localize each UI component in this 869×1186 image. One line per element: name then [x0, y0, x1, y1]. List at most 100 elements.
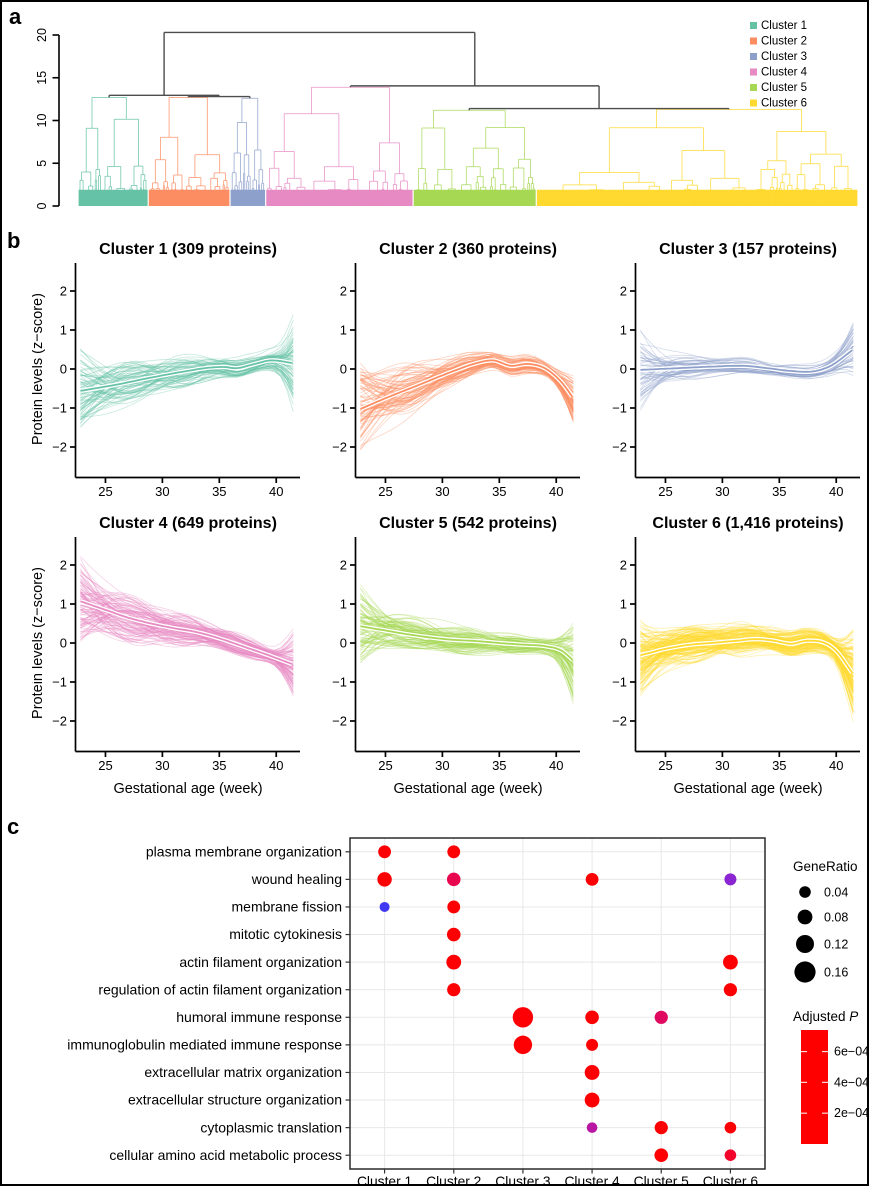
x-tick-label: 40: [549, 758, 563, 773]
x-tick-label: 30: [435, 758, 449, 773]
dot-r2-c1: [447, 900, 461, 914]
dot-r6-c3: [585, 1010, 599, 1025]
x-tick-label: 25: [98, 484, 112, 499]
adjusted-p-tick-label: 4e−04: [834, 1075, 869, 1089]
dot-r8-c3: [584, 1065, 600, 1080]
dendrogram-y-tick-label: 5: [35, 160, 49, 167]
dendrogram-y-tick-label: 0: [35, 202, 49, 209]
spaghetti-lines: [640, 322, 854, 411]
cluster-3-subplot: Cluster 3 (157 proteins) −2 −1 0 1 2 25 30 35 40: [612, 241, 860, 499]
x-tick-label: 35: [772, 758, 786, 773]
panel-c-label: c: [7, 814, 20, 839]
y-tick-label: 2: [60, 558, 67, 573]
y-tick-label: 0: [60, 362, 67, 377]
dot-r5-c1: [447, 983, 461, 997]
dot-r5-c5: [723, 983, 738, 997]
x-tick-label: 35: [492, 758, 506, 773]
gene-ratio-legend-circle: [799, 886, 811, 898]
y-tick-label: 1: [620, 323, 627, 338]
subplot-title: Cluster 3 (157 proteins): [659, 241, 837, 258]
gene-ratio-legend-value: 0.04: [824, 886, 848, 900]
dendrogram-panel: 0 5 10 15 20 Cluster 1 Cluster 2 Cluster 3 Clust…: [35, 20, 858, 209]
dot-r7-c2: [513, 1035, 533, 1055]
row-label: cellular amino acid metabolic process: [109, 1147, 342, 1163]
y-tick-label: −2: [332, 714, 347, 729]
row-label: extracellular structure organization: [128, 1092, 342, 1108]
dot-r0-c1: [447, 845, 461, 859]
x-axis-label: Gestational age (week): [393, 781, 542, 797]
spaghetti-lines: [80, 314, 294, 428]
y-tick-label: −1: [332, 675, 347, 690]
y-tick-label: 1: [340, 597, 347, 612]
dendrogram-cluster-2: [149, 97, 229, 206]
row-label: humoral immune response: [176, 1009, 342, 1025]
dendrogram-cluster-5: [414, 109, 535, 206]
mean-curve: [640, 349, 853, 373]
y-tick-label: −2: [52, 714, 67, 729]
legend-swatch-cluster-2: [750, 37, 757, 45]
row-label: regulation of actin filament organizatio…: [98, 981, 342, 997]
x-tick-label: 30: [155, 484, 169, 499]
dot-r2-c0: [379, 901, 390, 912]
subplot-title: Cluster 1 (309 proteins): [99, 241, 277, 258]
x-tick-label: 35: [212, 484, 226, 499]
dot-r4-c5: [723, 954, 738, 970]
spaghetti-lines: [359, 351, 575, 451]
gene-ratio-legend-circle: [797, 909, 813, 925]
spaghetti-lines: [639, 619, 855, 722]
y-tick-label: −2: [612, 440, 627, 455]
legend-label-cluster-1: Cluster 1: [761, 20, 807, 32]
mean-curve: [360, 359, 573, 410]
x-axis-label: Gestational age (week): [673, 781, 822, 797]
dot-r10-c5: [724, 1121, 737, 1134]
dendrogram-cluster-1: [79, 97, 147, 206]
x-tick-label: 25: [98, 758, 112, 773]
dot-r10-c3: [586, 1122, 598, 1133]
x-tick-label: 25: [658, 484, 672, 499]
legend-label-cluster-2: Cluster 2: [761, 36, 807, 48]
cluster-2-subplot: Cluster 2 (360 proteins) −2 −1 0 1 2 25 30 35 40: [332, 241, 580, 499]
subplot-title: Cluster 2 (360 proteins): [379, 241, 557, 258]
x-tick-label: 30: [435, 484, 449, 499]
mean-curve: [80, 359, 293, 392]
legend-swatch-cluster-5: [750, 84, 757, 91]
col-label: Cluster 1: [357, 1174, 412, 1186]
y-tick-label: 0: [340, 636, 347, 651]
row-label: membrane fission: [232, 899, 343, 915]
dendrogram-y-tick-label: 15: [35, 71, 49, 85]
legend-label-cluster-5: Cluster 5: [761, 82, 807, 94]
row-label: extracellular matrix organization: [144, 1064, 342, 1080]
dendrogram-cluster-base: [78, 189, 148, 206]
dot-r4-c1: [446, 954, 462, 970]
plot-background: [350, 838, 765, 1169]
y-tick-label: −1: [52, 675, 67, 690]
y-tick-label: −1: [612, 675, 627, 690]
plot-frame: [349, 837, 766, 1170]
dot-r10-c4: [654, 1121, 668, 1135]
adjusted-p-tick-label: 2e−04: [834, 1106, 869, 1120]
y-tick-label: 2: [340, 558, 347, 573]
dendrogram-links: [108, 31, 730, 111]
dendrogram-cluster-4: [267, 86, 412, 206]
row-label: actin filament organization: [179, 954, 342, 970]
legend-swatch-cluster-6: [750, 99, 757, 107]
y-tick-label: −2: [52, 440, 67, 455]
trajectory-panel: Cluster 1 (309 proteins) −2 −1 0 1 2 25 30 35 40 P…: [2, 234, 867, 812]
y-tick-label: 1: [620, 597, 627, 612]
y-axis-label: Protein levels (z−score): [32, 567, 46, 719]
y-tick-label: −1: [52, 401, 67, 416]
col-label: Cluster 2: [426, 1174, 481, 1186]
dot-r6-c2: [512, 1007, 534, 1028]
row-label: wound healing: [251, 871, 342, 887]
x-tick-label: 30: [155, 758, 169, 773]
dot-r1-c3: [585, 872, 599, 886]
x-tick-label: 40: [829, 758, 843, 773]
legend-label-cluster-6: Cluster 6: [761, 98, 807, 110]
panel-b-label: b: [7, 228, 21, 253]
mean-curve: [640, 638, 853, 674]
gene-ratio-legend-circle: [796, 935, 814, 953]
cluster-4-subplot: Cluster 4 (649 proteins) −2 −1 0 1 2 25 30 35 40 G…: [32, 515, 300, 797]
mean-curve: [80, 600, 293, 665]
dendrogram-cluster-6: [537, 109, 857, 206]
